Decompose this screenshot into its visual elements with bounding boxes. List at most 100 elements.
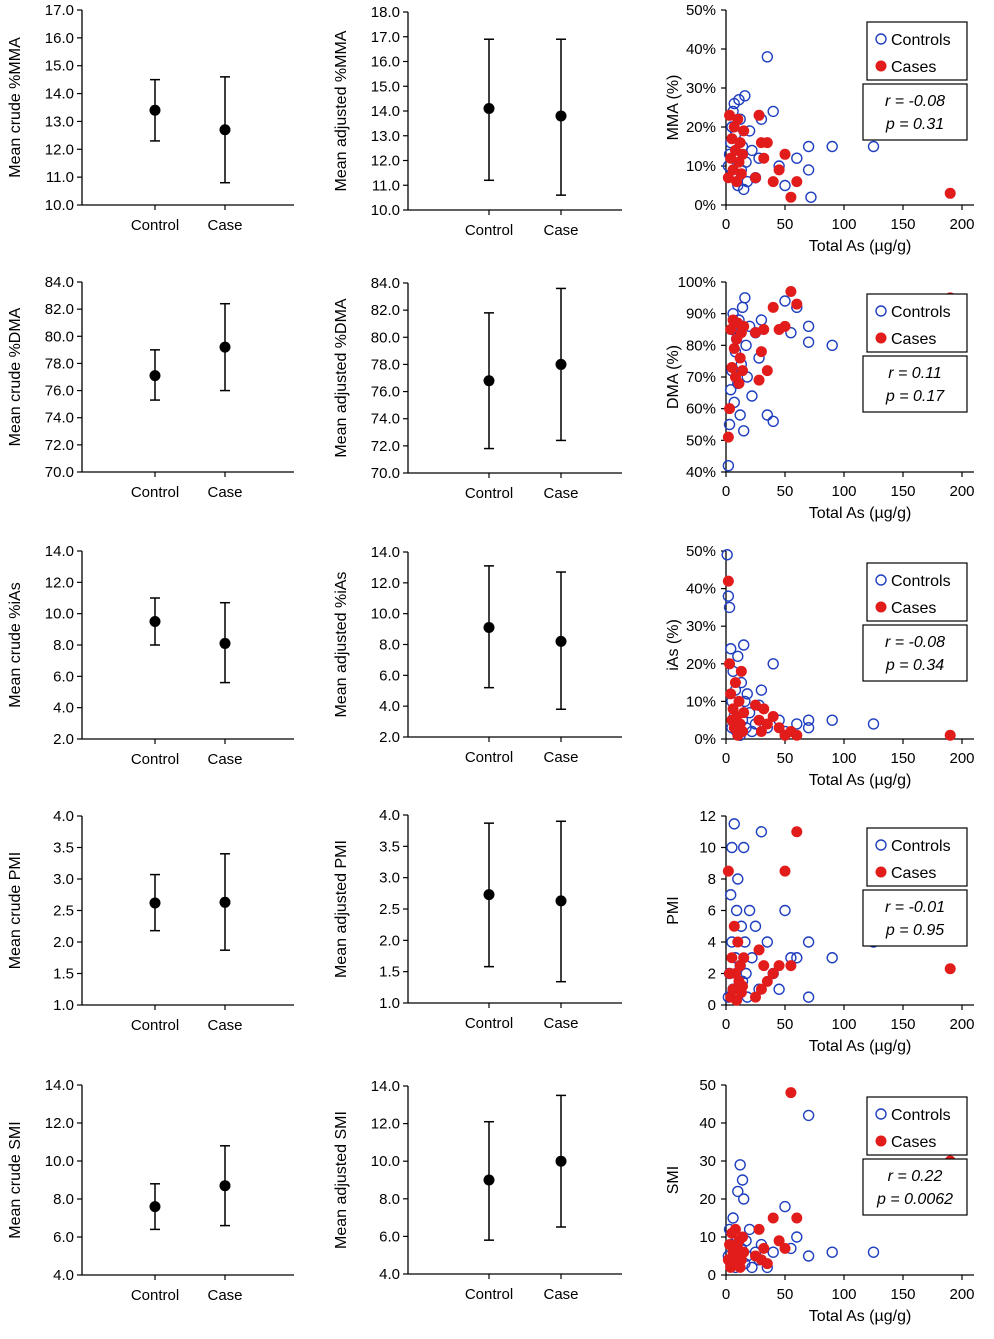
stats-box xyxy=(862,355,968,413)
y-tick-label: 0 xyxy=(708,997,716,1014)
mean-point xyxy=(219,124,231,136)
y-tick-label: 8.0 xyxy=(53,637,74,654)
y-tick-label: 1.5 xyxy=(379,964,400,981)
y-tick-label: 3.0 xyxy=(379,870,400,887)
mean-point xyxy=(149,104,161,116)
case-point xyxy=(755,725,767,737)
control-point xyxy=(779,1200,791,1213)
y-axis-label: Mean crude %MMA xyxy=(7,37,24,178)
case-point xyxy=(761,137,773,149)
y-tick-label: 12.0 xyxy=(45,1115,74,1132)
case-point xyxy=(773,1235,785,1247)
control-point xyxy=(826,339,838,352)
legend-cases-marker xyxy=(875,332,887,344)
case-point xyxy=(737,1231,749,1243)
y-axis-label: PMI xyxy=(665,896,682,924)
y-tick-label: 0 xyxy=(708,1267,716,1284)
y-axis-label: Mean crude %DMA xyxy=(7,307,24,446)
y-tick-label: 12.0 xyxy=(45,141,74,158)
case-point xyxy=(732,113,744,125)
p-value: p = 0.34 xyxy=(885,657,944,674)
y-axis-label: Mean crude PMI xyxy=(7,852,24,969)
legend-controls-label: Controls xyxy=(891,838,951,855)
crude-pmi-chart: 1.0 1.5 2.0 2.5 3.0 3.5 4.0 Mean crude PMI Contr… xyxy=(7,808,294,1034)
y-tick-label: 14.0 xyxy=(45,1077,74,1094)
control-point xyxy=(746,1261,758,1274)
control-point xyxy=(802,714,815,726)
mean-point xyxy=(483,103,495,115)
case-point xyxy=(791,826,803,838)
control-point xyxy=(732,650,744,662)
legend-controls-marker xyxy=(875,574,887,586)
control-point xyxy=(740,967,752,980)
y-tick-label: 50% xyxy=(686,543,716,560)
y-tick-label: 8 xyxy=(708,871,716,888)
y-tick-label: 0% xyxy=(694,197,716,214)
control-point xyxy=(773,983,785,995)
y-tick-label: 82.0 xyxy=(45,301,74,318)
y-tick-label: 82.0 xyxy=(371,302,400,319)
control-point xyxy=(826,1246,838,1258)
x-tick-label: 50 xyxy=(777,1016,794,1033)
legend-controls-label: Controls xyxy=(891,573,951,590)
y-tick-label: 18.0 xyxy=(371,4,400,21)
case-point xyxy=(750,327,761,339)
adjusted-ias-chart: 2.0 4.0 6.0 8.0 10.0 12.0 14.0 Mean adjusted %i… xyxy=(333,544,622,766)
r-value: r = 0.11 xyxy=(888,365,942,382)
case-point xyxy=(785,960,797,972)
case-point xyxy=(761,1258,773,1270)
case-point xyxy=(785,286,797,297)
case-point xyxy=(738,952,750,964)
case-point xyxy=(755,346,767,358)
x-tick-label: 100 xyxy=(831,216,856,233)
control-point xyxy=(805,191,817,203)
y-tick-label: 3.5 xyxy=(379,838,400,855)
case-point xyxy=(725,688,737,700)
y-tick-label: 3.0 xyxy=(53,871,74,888)
x-axis-label: Total As (µg/g) xyxy=(809,1038,912,1055)
legend-cases-label: Cases xyxy=(891,1134,936,1151)
category-label: Case xyxy=(207,1017,242,1034)
control-point xyxy=(791,952,803,964)
control-point xyxy=(826,140,838,153)
stats-box xyxy=(862,889,968,947)
case-point xyxy=(767,1212,779,1224)
control-point xyxy=(741,688,753,700)
mean-point xyxy=(219,341,231,353)
case-point xyxy=(785,191,797,203)
x-tick-label: 150 xyxy=(890,1286,915,1303)
y-axis-label: iAs (%) xyxy=(665,619,682,671)
y-tick-label: 10.0 xyxy=(371,606,400,623)
case-point xyxy=(761,718,773,730)
case-point xyxy=(750,699,761,711)
case-point xyxy=(753,714,765,726)
control-point xyxy=(722,459,735,472)
y-tick-label: 14.0 xyxy=(371,103,400,120)
case-point xyxy=(724,109,736,121)
case-point xyxy=(944,963,956,975)
r-value: r = -0.01 xyxy=(885,899,945,916)
control-point xyxy=(802,164,815,176)
y-tick-label: 4.0 xyxy=(379,698,400,715)
y-tick-label: 2.5 xyxy=(379,901,400,918)
case-point xyxy=(729,677,741,689)
case-point xyxy=(738,1246,750,1258)
legend-cases-marker xyxy=(875,601,887,613)
adjusted-mma-chart: 10.0 11.0 12.0 13.0 14.0 15.0 16.0 17.0 18.0 Mean… xyxy=(333,4,622,239)
category-label: Control xyxy=(465,1015,513,1032)
y-tick-label: 76.0 xyxy=(371,384,400,401)
case-point xyxy=(733,695,745,707)
case-point xyxy=(738,125,750,137)
stats-box xyxy=(862,624,968,682)
case-point xyxy=(758,1242,770,1254)
legend-cases-label: Cases xyxy=(891,59,936,76)
y-tick-label: 10 xyxy=(699,840,716,857)
legend-controls-label: Controls xyxy=(891,32,951,49)
y-tick-label: 11.0 xyxy=(46,169,74,186)
x-tick-label: 0 xyxy=(722,750,730,767)
mean-point xyxy=(219,637,231,649)
mean-point xyxy=(483,1174,495,1186)
case-point xyxy=(734,137,746,149)
x-tick-label: 200 xyxy=(949,750,974,767)
y-tick-label: 2.0 xyxy=(379,729,400,746)
